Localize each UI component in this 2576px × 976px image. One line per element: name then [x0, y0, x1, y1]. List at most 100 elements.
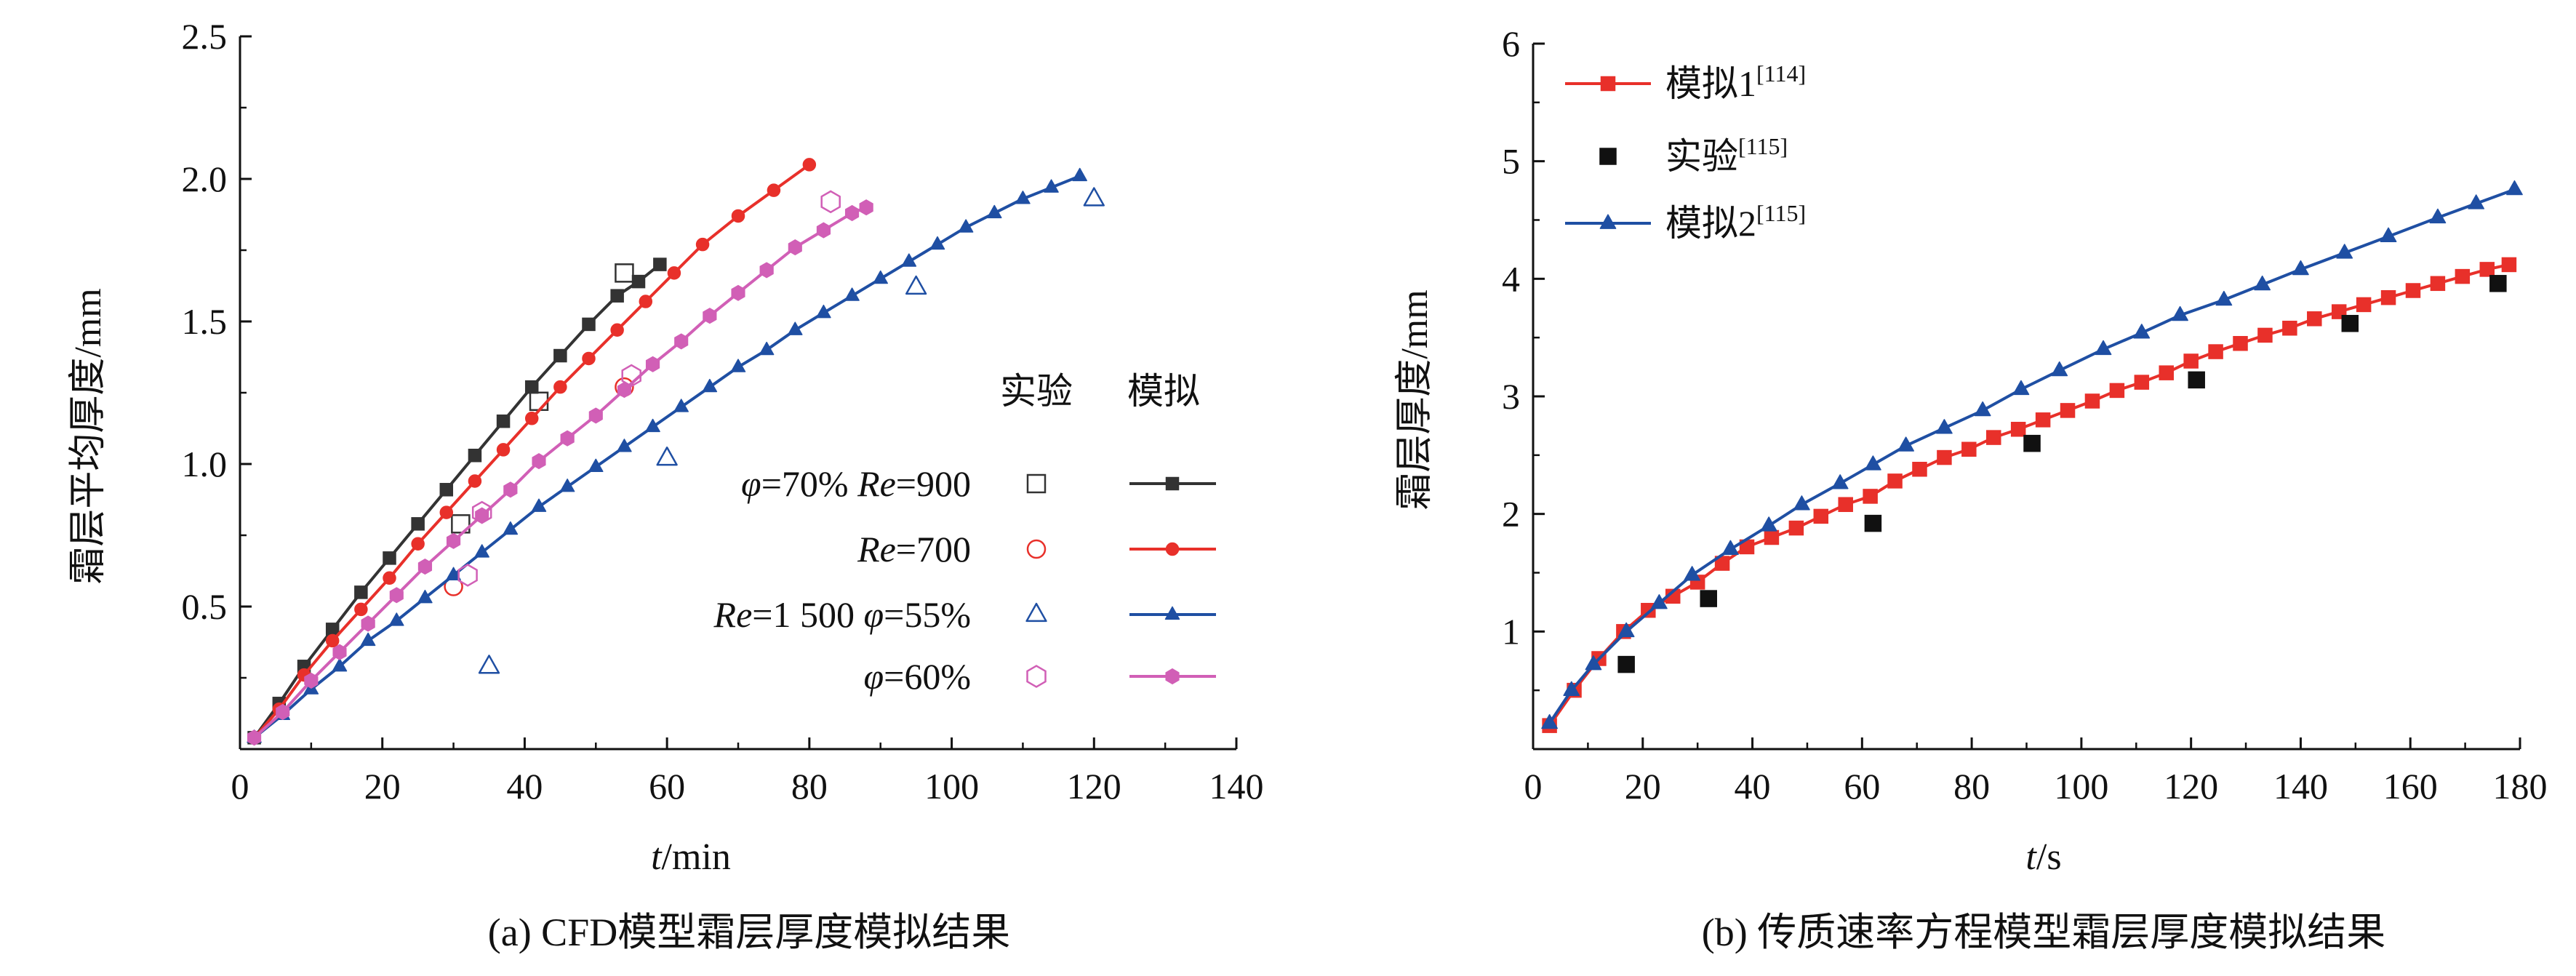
legend-simulation-marker-phi60	[1165, 668, 1180, 685]
simulation-point-r1500	[503, 521, 519, 535]
point-exp	[2023, 434, 2041, 452]
experiment-point-r1500	[656, 447, 678, 466]
simulation-point-r700	[553, 380, 567, 394]
point-sim2	[2506, 180, 2523, 196]
panel-a-legend: 实验 模拟 φ=70% Re=900 Re=700 Re=1 500 φ=55% φ=60…	[713, 371, 1216, 697]
point-sim2	[1722, 540, 1739, 555]
x-tick-label: 120	[2164, 766, 2218, 807]
simulation-point-r1500	[446, 567, 461, 580]
point-sim2	[1793, 495, 1810, 511]
panel-b-chart: 0 20 40 60 80 100 120 140 160 180 1 2 3 4 5 6 模拟1[114] 实…	[1394, 23, 2548, 954]
x-tick-label: 0	[231, 766, 249, 807]
x-tick-label: 100	[924, 766, 979, 807]
experiment-point-r1500	[478, 655, 500, 674]
legend-experiment-marker-r700	[1026, 539, 1047, 559]
point-sim2	[1541, 713, 1558, 729]
point-sim1	[2035, 412, 2051, 428]
simulation-point-r1500	[844, 287, 860, 301]
point-sim1	[2282, 320, 2297, 336]
simulation-point-r700	[439, 505, 454, 519]
simulation-point-phi60	[731, 284, 745, 301]
series-r1500	[247, 167, 1105, 743]
y-tick-label: 2	[1502, 494, 1520, 535]
point-sim1	[1937, 449, 1952, 465]
legend-experiment-marker-r900	[1026, 473, 1047, 494]
point-sim1	[1912, 461, 1927, 477]
simulation-point-phi60	[816, 222, 831, 239]
simulation-point-r1500	[417, 589, 433, 604]
panel-a-ticks: 0 20 40 60 80 100 120 140 0.5 1.0 1.5 2.0 2.5	[182, 16, 1264, 807]
x-tick-label: 120	[1067, 766, 1121, 807]
simulation-point-r1500	[929, 236, 945, 250]
point-sim1	[1764, 529, 1780, 545]
legend-simulation-marker-r700	[1165, 542, 1180, 556]
point-sim2	[2133, 324, 2151, 339]
x-tick-label: 20	[364, 766, 401, 807]
simulation-point-phi60	[389, 587, 404, 604]
point-sim2	[1651, 594, 1668, 609]
experiment-point-phi60	[471, 500, 492, 524]
legend-simulation-marker-r900	[1165, 476, 1180, 491]
simulation-line-r900	[252, 263, 661, 739]
simulation-point-phi60	[788, 239, 802, 256]
point-sim2	[1585, 655, 1602, 671]
simulation-point-phi60	[276, 703, 290, 721]
legend-marker-sim2	[1599, 214, 1617, 229]
x-tick-label: 160	[2383, 766, 2438, 807]
simulation-point-r1500	[673, 399, 689, 412]
simulation-point-r900	[610, 289, 624, 303]
simulation-point-r700	[639, 295, 653, 308]
x-tick-label: 140	[1209, 766, 1264, 807]
point-sim1	[2307, 311, 2322, 327]
point-exp	[2489, 275, 2507, 292]
experiment-point-phi60	[457, 564, 478, 587]
point-exp	[1617, 655, 1635, 673]
simulation-point-phi60	[532, 453, 546, 470]
simulation-point-r700	[610, 323, 624, 337]
simulation-point-phi60	[674, 333, 689, 350]
experiment-point-phi60	[820, 190, 841, 214]
simulation-point-r900	[411, 517, 425, 531]
simulation-point-r900	[468, 448, 482, 463]
simulation-point-phi60	[759, 262, 774, 279]
point-sim2	[1760, 516, 1777, 532]
panel-a-series	[247, 158, 1105, 746]
y-tick-label: 4	[1502, 258, 1520, 299]
simulation-point-r900	[496, 414, 511, 428]
point-sim2	[2292, 260, 2309, 276]
simulation-point-r1500	[474, 544, 489, 558]
line-sim1	[1548, 263, 2510, 727]
simulation-point-r700	[496, 443, 511, 457]
simulation-point-r1500	[1015, 191, 1031, 204]
simulation-point-phi60	[304, 672, 319, 689]
simulation-point-r700	[582, 351, 596, 366]
simulation-point-r1500	[958, 219, 974, 233]
simulation-point-r900	[653, 257, 667, 271]
point-sim1	[2479, 262, 2495, 277]
point-exp	[2341, 315, 2359, 332]
x-tick-label: 100	[2054, 766, 2108, 807]
point-sim1	[2159, 365, 2174, 380]
point-sim1	[2501, 257, 2517, 273]
simulation-point-r900	[524, 380, 539, 394]
simulation-point-r1500	[645, 418, 660, 433]
x-tick-label: 40	[506, 766, 543, 807]
point-sim1	[2208, 344, 2223, 359]
series-sim2	[1541, 180, 2523, 729]
legend-marker-sim1	[1600, 76, 1616, 92]
simulation-point-r1500	[788, 321, 803, 335]
panel-b-caption: (b) 传质速率方程模型霜层厚度模拟结果	[1702, 911, 2385, 954]
series-phi60	[247, 190, 873, 746]
legend-label-sim2: 模拟2[115]	[1665, 200, 1806, 244]
simulation-point-r700	[325, 633, 340, 648]
experiment-point-phi60	[621, 364, 641, 388]
simulation-point-phi60	[859, 199, 873, 216]
legend-label-r700: Re=700	[857, 529, 971, 569]
point-sim1	[2183, 353, 2199, 369]
x-tick-label: 60	[649, 766, 685, 807]
point-sim1	[2233, 336, 2248, 351]
legend-experiment-marker-r1500	[1025, 602, 1047, 623]
simulation-point-r900	[439, 483, 454, 497]
y-tick-label: 1	[1502, 611, 1520, 652]
simulation-point-r1500	[901, 253, 917, 267]
